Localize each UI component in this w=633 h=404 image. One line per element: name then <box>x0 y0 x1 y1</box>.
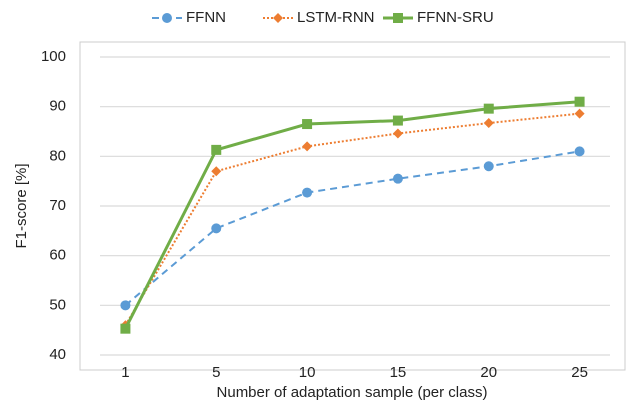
marker <box>392 128 403 139</box>
legend-label: FFNN-SRU <box>417 9 494 26</box>
marker <box>120 300 131 311</box>
marker <box>211 166 222 177</box>
marker <box>483 118 494 129</box>
marker <box>120 323 131 334</box>
legend-marker <box>273 13 283 23</box>
marker <box>392 115 403 126</box>
x-axis-label: Number of adaptation sample (per class) <box>217 384 488 401</box>
marker <box>302 119 313 130</box>
series-line <box>124 100 580 330</box>
legend-label: LSTM-RNN <box>297 9 375 26</box>
x-tick-label: 25 <box>571 364 588 381</box>
y-tick-label: 80 <box>49 147 66 164</box>
marker <box>483 103 494 114</box>
x-tick-label: 15 <box>390 364 407 381</box>
marker <box>574 96 585 107</box>
marker <box>211 223 222 234</box>
y-tick-label: 40 <box>49 346 66 363</box>
marker <box>574 146 585 157</box>
series-line <box>124 112 580 326</box>
legend-label: FFNN <box>186 9 226 26</box>
y-tick-label: 60 <box>49 247 66 264</box>
x-tick-label: 10 <box>299 364 316 381</box>
marker <box>483 161 494 172</box>
marker <box>302 141 313 152</box>
y-tick-label: 70 <box>49 197 66 214</box>
y-tick-label: 90 <box>49 98 66 115</box>
y-axis-label: F1-score [%] <box>13 163 30 248</box>
series-line <box>124 150 580 307</box>
plot-frame <box>79 41 626 371</box>
x-tick-label: 20 <box>480 364 497 381</box>
marker <box>302 187 313 198</box>
marker <box>392 173 403 184</box>
x-tick-label: 1 <box>121 364 129 381</box>
marker <box>574 108 585 119</box>
legend-marker <box>162 13 172 23</box>
marker <box>211 144 222 155</box>
x-tick-label: 5 <box>212 364 220 381</box>
y-tick-label: 100 <box>41 48 66 65</box>
legend-marker <box>393 13 403 23</box>
y-tick-label: 50 <box>49 296 66 313</box>
